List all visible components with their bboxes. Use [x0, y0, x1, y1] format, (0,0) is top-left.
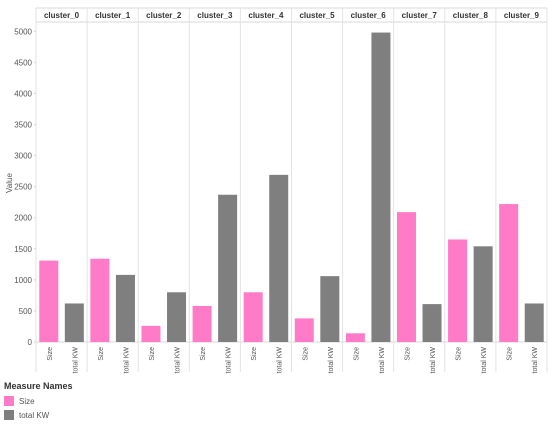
x-tick-label: total KW [532, 347, 539, 374]
bar-cluster-3-total-kw [218, 194, 238, 342]
bar-cluster-5-total-kw [320, 276, 340, 342]
y-tick-label: 500 [19, 307, 33, 316]
x-tick-label: Size [200, 347, 207, 361]
legend-swatch-size [4, 396, 14, 406]
legend-title: Measure Names [4, 381, 73, 391]
legend-swatch-total-kw [4, 410, 14, 420]
y-tick-label: 1500 [14, 245, 32, 254]
bar-cluster-7-total-kw [422, 304, 442, 342]
bar-cluster-2-size [141, 325, 161, 342]
y-tick-label: 2500 [14, 183, 32, 192]
bar-cluster-6-total-kw [371, 32, 391, 342]
x-tick-label: total KW [175, 347, 182, 374]
column-header-cluster-8: cluster_8 [453, 11, 489, 20]
bar-cluster-8-size [448, 239, 468, 342]
y-tick-label: 5000 [14, 27, 32, 36]
y-tick-label: 2000 [14, 214, 32, 223]
x-tick-label: total KW [226, 347, 233, 374]
column-header-cluster-4: cluster_4 [248, 11, 284, 20]
bar-cluster-9-size [499, 204, 519, 342]
legend: Measure Names Size total KW [4, 381, 73, 422]
y-tick-label: 3500 [14, 121, 32, 130]
x-tick-label: Size [47, 347, 54, 361]
y-tick-label: 4500 [14, 58, 32, 67]
bar-cluster-0-size [39, 260, 59, 342]
column-header-cluster-1: cluster_1 [95, 11, 131, 20]
column-header-cluster-3: cluster_3 [197, 11, 233, 20]
bar-cluster-0-total-kw [64, 303, 84, 342]
x-tick-label: total KW [123, 347, 130, 374]
bar-cluster-2-total-kw [167, 292, 187, 342]
x-tick-label: total KW [328, 347, 335, 374]
legend-item-size[interactable]: Size [4, 394, 73, 408]
y-axis-label: Value [5, 173, 14, 193]
column-header-cluster-2: cluster_2 [146, 11, 182, 20]
x-tick-label: total KW [430, 347, 437, 374]
x-tick-label: Size [353, 347, 360, 361]
column-header-cluster-9: cluster_9 [504, 11, 540, 20]
x-tick-label: total KW [481, 347, 488, 374]
y-tick-label: 0 [28, 338, 33, 347]
y-tick-label: 1000 [14, 276, 32, 285]
x-tick-label: Size [302, 347, 309, 361]
bar-cluster-3-size [192, 305, 212, 342]
x-tick-label: Size [149, 347, 156, 361]
x-tick-label: Size [404, 347, 411, 361]
bar-cluster-4-size [243, 292, 263, 342]
bar-cluster-4-total-kw [269, 174, 289, 342]
column-header-cluster-6: cluster_6 [351, 11, 387, 20]
column-header-cluster-7: cluster_7 [402, 11, 438, 20]
x-tick-label: Size [507, 347, 514, 361]
column-header-cluster-0: cluster_0 [44, 11, 80, 20]
bar-cluster-7-size [396, 212, 416, 342]
legend-label-size: Size [19, 396, 35, 406]
bar-cluster-5-size [294, 318, 314, 342]
bar-cluster-9-total-kw [524, 303, 544, 342]
bar-cluster-1-size [90, 258, 110, 342]
x-tick-label: total KW [379, 347, 386, 374]
column-header-cluster-5: cluster_5 [299, 11, 335, 20]
legend-label-total-kw: total KW [19, 410, 50, 420]
x-tick-label: Size [98, 347, 105, 361]
legend-item-total-kw[interactable]: total KW [4, 408, 73, 422]
x-tick-label: total KW [277, 347, 284, 374]
x-tick-label: Size [456, 347, 463, 361]
x-tick-label: total KW [72, 347, 79, 374]
bar-cluster-8-total-kw [473, 246, 493, 342]
x-tick-label: Size [251, 347, 258, 361]
y-tick-label: 3000 [14, 152, 32, 161]
y-tick-label: 4000 [14, 89, 32, 98]
bar-cluster-6-size [345, 333, 365, 342]
bar-cluster-1-total-kw [115, 274, 135, 342]
